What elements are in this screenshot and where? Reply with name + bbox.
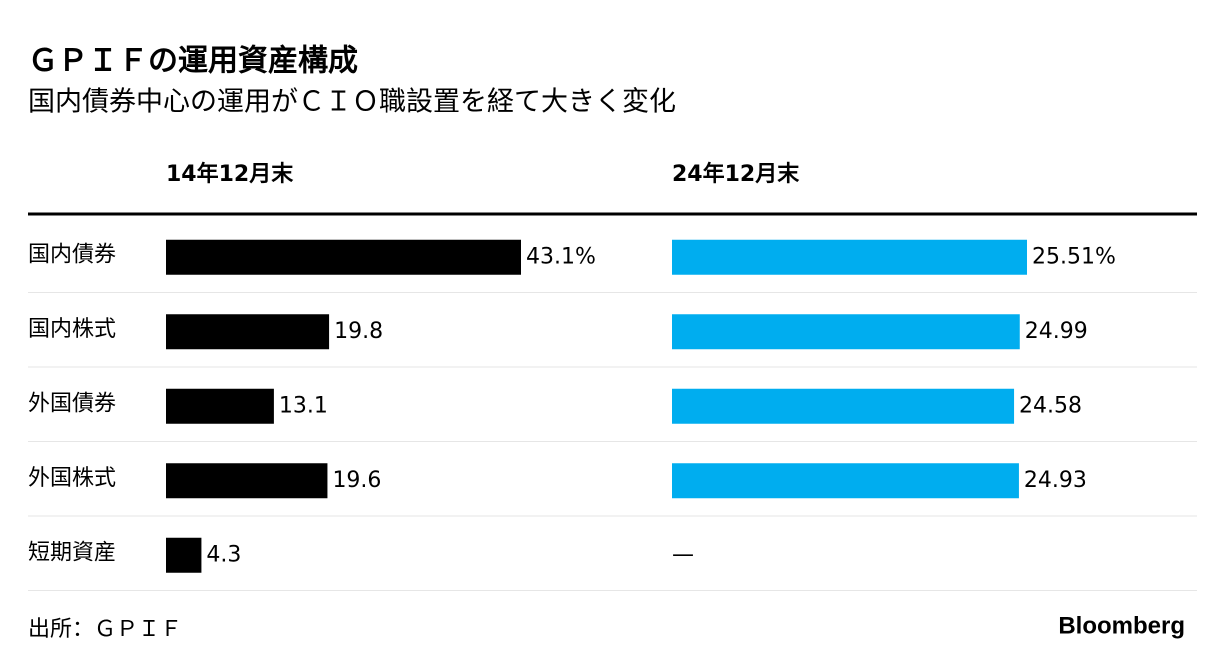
bar: [672, 239, 1027, 275]
chart-title: ＧＰＩＦの運用資産構成: [28, 44, 358, 79]
bar: [166, 537, 202, 573]
value-label: 43.1%: [526, 244, 596, 269]
category-label: 国内債券: [28, 242, 116, 267]
bar: [166, 314, 330, 350]
bar: [166, 463, 328, 499]
value-label: —: [672, 542, 694, 567]
bar: [672, 314, 1020, 350]
bar: [672, 388, 1015, 424]
value-label: 24.99: [1025, 319, 1088, 344]
category-label: 外国株式: [28, 466, 116, 491]
category-label: 国内株式: [28, 317, 116, 342]
source: 出所：ＧＰＩＦ: [28, 617, 182, 642]
value-label: 4.3: [206, 542, 241, 567]
value-label: 13.1: [279, 393, 328, 418]
value-label: 19.6: [332, 468, 381, 493]
brand: Bloomberg: [1058, 612, 1185, 639]
bar: [672, 463, 1019, 499]
value-label: 25.51%: [1032, 244, 1116, 269]
value-label: 19.8: [334, 319, 383, 344]
chart-subtitle: 国内債券中心の運用がＣＩＯ職設置を経て大きく変化: [28, 87, 676, 118]
bar: [166, 388, 274, 424]
legend-label: 14年12月末: [166, 161, 294, 187]
category-label: 外国債券: [28, 391, 116, 416]
value-label: 24.93: [1024, 468, 1087, 493]
value-label: 24.58: [1019, 393, 1082, 418]
legend-label: 24年12月末: [672, 161, 800, 187]
category-label: 短期資産: [28, 540, 116, 565]
bar: [166, 239, 521, 275]
